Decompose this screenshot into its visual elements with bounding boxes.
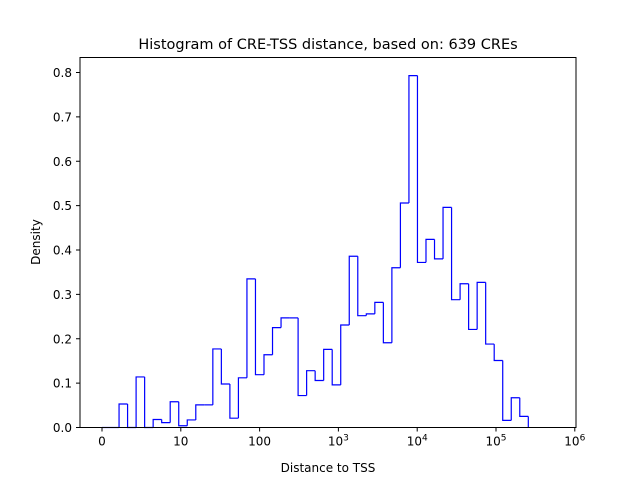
y-tick-label: 0.3 xyxy=(53,288,72,302)
histogram-bin xyxy=(280,317,290,328)
histogram-bin xyxy=(340,324,350,385)
plot-frame xyxy=(79,57,577,428)
histogram-bin xyxy=(399,202,409,268)
y-axis-ticks: 0.0 0.1 0.2 0.3 0.4 0.5 0.6 0.7 0.8 xyxy=(53,66,80,435)
y-tick-label: 0.4 xyxy=(53,244,72,258)
histogram-bin xyxy=(365,313,375,316)
y-tick-label: 0.1 xyxy=(53,377,72,391)
y-tick-label: 0.8 xyxy=(53,66,72,80)
histogram-bin xyxy=(152,418,162,428)
y-axis-label: Density xyxy=(29,219,43,265)
histogram-bin xyxy=(374,301,384,314)
histogram-bin xyxy=(271,327,282,355)
x-tick-label: 10 xyxy=(173,435,188,449)
histogram-bin xyxy=(169,401,179,423)
y-tick-label: 0.2 xyxy=(53,332,72,346)
histogram-bin xyxy=(485,282,495,345)
histogram-bin xyxy=(306,370,316,396)
y-tick-label: 0.7 xyxy=(53,110,72,124)
histogram-bin xyxy=(425,238,435,263)
histogram-bins xyxy=(102,75,529,429)
histogram-bin xyxy=(450,207,461,301)
histogram-bin xyxy=(220,348,230,385)
y-tick-label: 0.5 xyxy=(53,199,72,213)
histogram-bin xyxy=(382,302,392,344)
histogram-bin xyxy=(237,377,247,419)
histogram-bin xyxy=(314,370,324,382)
histogram-bin xyxy=(186,419,196,426)
histogram-bin xyxy=(254,278,264,376)
histogram-bin xyxy=(348,255,358,325)
x-tick-label: 104 xyxy=(407,434,428,449)
x-tick-label: 106 xyxy=(564,434,585,449)
x-tick-label: 105 xyxy=(485,434,506,449)
histogram-bin xyxy=(502,360,512,421)
x-axis-ticks: 0 10 100 103 104 105 106 xyxy=(98,427,586,449)
x-tick-label: 103 xyxy=(328,434,349,449)
histogram-bin xyxy=(212,348,222,405)
histogram-bin xyxy=(416,75,426,264)
histogram-bin xyxy=(331,349,341,386)
histogram-bin xyxy=(297,317,307,397)
histogram-bin xyxy=(519,397,529,418)
histogram-bin xyxy=(263,354,273,375)
histogram-bin xyxy=(476,281,486,330)
histogram-bin xyxy=(246,278,256,378)
histogram-bin xyxy=(493,344,503,362)
x-axis-label: Distance to TSS xyxy=(281,461,376,475)
histogram-bin xyxy=(468,283,478,331)
y-tick-label: 0.6 xyxy=(53,155,72,169)
histogram-bin xyxy=(510,397,520,421)
x-tick-label: 100 xyxy=(248,435,271,449)
histogram-bin xyxy=(391,267,401,343)
histogram-bin xyxy=(178,401,188,427)
histogram-bin xyxy=(135,376,145,428)
histogram-bin xyxy=(323,348,333,381)
histogram-bin xyxy=(229,384,239,419)
chart-title: Histogram of CRE-TSS distance, based on:… xyxy=(138,37,517,53)
histogram-bin xyxy=(161,419,171,424)
histogram-bin xyxy=(408,75,418,203)
histogram-bin xyxy=(442,206,452,259)
histogram-bin xyxy=(459,283,469,300)
y-tick-label: 0.0 xyxy=(53,421,72,435)
x-tick-label: 0 xyxy=(98,435,106,449)
histogram-bin xyxy=(118,403,128,428)
histogram-bin xyxy=(195,404,205,420)
histogram-bin xyxy=(357,256,367,317)
histogram-bin xyxy=(433,239,444,260)
